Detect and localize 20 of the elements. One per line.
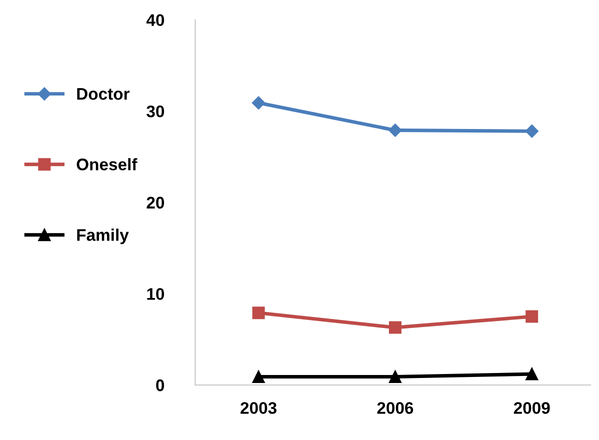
y-tick-label: 30 bbox=[146, 106, 164, 118]
point bbox=[388, 321, 402, 334]
legend-label: Doctor bbox=[77, 88, 130, 100]
point bbox=[252, 96, 266, 110]
point bbox=[252, 306, 265, 320]
legend-label: Oneself bbox=[76, 158, 138, 170]
point bbox=[526, 368, 538, 380]
point bbox=[388, 124, 402, 137]
point bbox=[388, 370, 402, 384]
y-tick-label: 40 bbox=[146, 14, 164, 26]
y-tick-label: 10 bbox=[147, 288, 164, 300]
x-tick-label: 2006 bbox=[377, 402, 414, 414]
point bbox=[526, 310, 538, 323]
y-tick-label: 20 bbox=[146, 196, 164, 209]
y-tick-label: 0 bbox=[156, 379, 164, 392]
x-tick-label: 2003 bbox=[240, 402, 276, 414]
x-tick-label: 2009 bbox=[514, 402, 550, 414]
point bbox=[252, 370, 265, 384]
legend-label: Family bbox=[77, 228, 129, 244]
point bbox=[525, 124, 538, 138]
